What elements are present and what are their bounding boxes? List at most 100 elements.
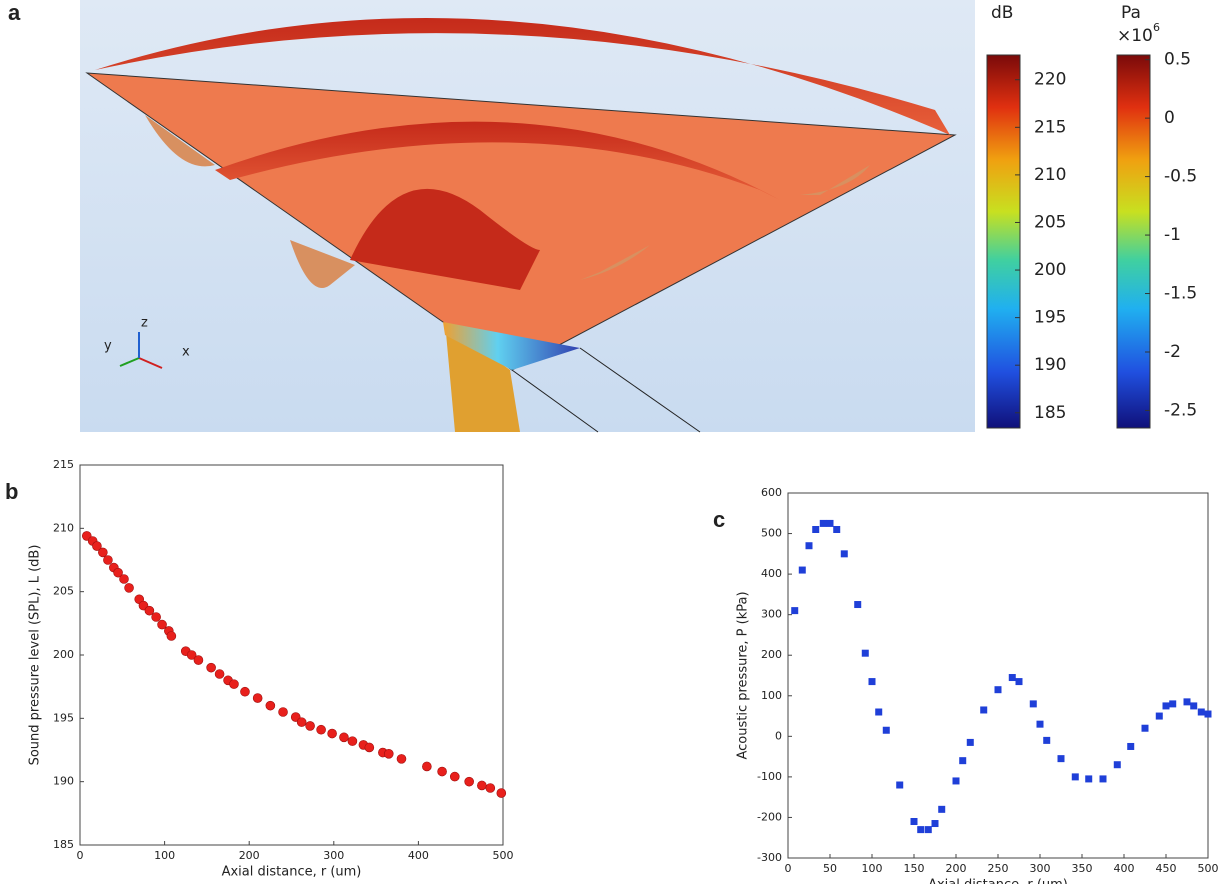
marker: [925, 826, 932, 833]
marker: [806, 542, 813, 549]
colorbar-tick-label: 220: [1034, 70, 1066, 90]
marker: [854, 601, 861, 608]
marker: [932, 820, 939, 827]
colorbar-tick-label: -1: [1164, 225, 1181, 245]
x-tick-label: 300: [323, 849, 344, 862]
point: [497, 789, 506, 798]
colorbar-tick-label: 205: [1034, 212, 1066, 232]
point: [98, 548, 107, 557]
marker: [896, 782, 903, 789]
x-axis-label: Axial distance, r (um): [222, 865, 362, 880]
x-tick-label: 400: [408, 849, 429, 862]
colorbar-tick-label: -2.5: [1164, 400, 1197, 420]
panel-label: c: [713, 507, 725, 532]
colorbar-tick-label: 215: [1034, 117, 1066, 137]
colorbar-tick-label: -0.5: [1164, 167, 1197, 187]
figure: x y z a dB185190195200205210215220Pa×106…: [0, 0, 1225, 884]
x-tick-label: 0: [77, 849, 84, 862]
y-axis-label: Acoustic pressure, P (kPa): [736, 591, 751, 759]
x-tick-label: 0: [785, 862, 792, 875]
x-tick-label: 250: [988, 862, 1009, 875]
point: [365, 743, 374, 752]
y-tick-label: 600: [761, 486, 782, 499]
marker: [1016, 678, 1023, 685]
x-tick-label: 200: [946, 862, 967, 875]
x-tick-label: 50: [823, 862, 837, 875]
marker: [1184, 698, 1191, 705]
colorbar-unit: Pa: [1121, 3, 1141, 23]
point: [397, 754, 406, 763]
triad-label: z: [141, 316, 148, 331]
marker: [1205, 711, 1212, 718]
y-tick-label: 190: [53, 775, 74, 788]
colorbar-tick-label: 0.5: [1164, 50, 1191, 70]
x-tick-label: 500: [1198, 862, 1219, 875]
marker: [862, 650, 869, 657]
plot-frame: [788, 493, 1208, 858]
colorbar-unit: dB: [991, 3, 1013, 23]
point: [486, 784, 495, 793]
point: [152, 613, 161, 622]
y-tick-label: 200: [53, 648, 74, 661]
colorbar-exponent: 6: [1153, 21, 1160, 34]
colorbar-tick-label: 210: [1034, 165, 1066, 185]
point: [194, 656, 203, 665]
point: [207, 663, 216, 672]
x-tick-label: 100: [154, 849, 175, 862]
y-axis-label: Sound pressure level (SPL), L (dB): [28, 545, 43, 766]
point: [438, 767, 447, 776]
point: [279, 708, 288, 717]
marker: [1163, 702, 1170, 709]
y-tick-label: 185: [53, 838, 74, 851]
x-tick-label: 200: [239, 849, 260, 862]
marker: [1043, 737, 1050, 744]
x-tick-label: 300: [1030, 862, 1051, 875]
marker: [953, 777, 960, 784]
y-tick-label: 200: [761, 648, 782, 661]
marker: [875, 709, 882, 716]
point: [145, 606, 154, 615]
x-tick-label: 400: [1114, 862, 1135, 875]
x-tick-label: 100: [862, 862, 883, 875]
y-tick-label: 100: [761, 689, 782, 702]
y-tick-label: 400: [761, 567, 782, 580]
marker: [1114, 761, 1121, 768]
point: [266, 701, 275, 710]
marker: [1030, 700, 1037, 707]
point: [240, 687, 249, 696]
marker: [1198, 709, 1205, 716]
y-tick-label: -300: [757, 851, 782, 864]
marker: [1085, 775, 1092, 782]
point: [297, 718, 306, 727]
marker: [1169, 700, 1176, 707]
marker: [827, 520, 834, 527]
marker: [1190, 702, 1197, 709]
marker: [911, 818, 918, 825]
plot-frame: [80, 465, 503, 845]
colorbar-tick-label: 190: [1034, 355, 1066, 375]
marker: [967, 739, 974, 746]
colorbar: [1117, 55, 1150, 428]
y-tick-label: 210: [53, 521, 74, 534]
marker: [820, 520, 827, 527]
point: [328, 729, 337, 738]
point: [348, 737, 357, 746]
point: [306, 721, 315, 730]
y-tick-label: 300: [761, 608, 782, 621]
colorbar: [987, 55, 1020, 428]
triad-label: y: [104, 339, 112, 354]
marker: [995, 686, 1002, 693]
x-tick-label: 500: [493, 849, 514, 862]
marker: [959, 757, 966, 764]
colorbar-multiplier: ×10: [1117, 26, 1153, 46]
marker: [1072, 773, 1079, 780]
y-tick-label: 195: [53, 711, 74, 724]
panel-label: a: [8, 0, 21, 25]
point: [167, 632, 176, 641]
marker: [1142, 725, 1149, 732]
colorbar-tick-label: -2: [1164, 342, 1181, 362]
x-tick-label: 150: [904, 862, 925, 875]
colorbar-tick-label: 0: [1164, 108, 1175, 128]
marker: [812, 526, 819, 533]
point: [119, 575, 128, 584]
